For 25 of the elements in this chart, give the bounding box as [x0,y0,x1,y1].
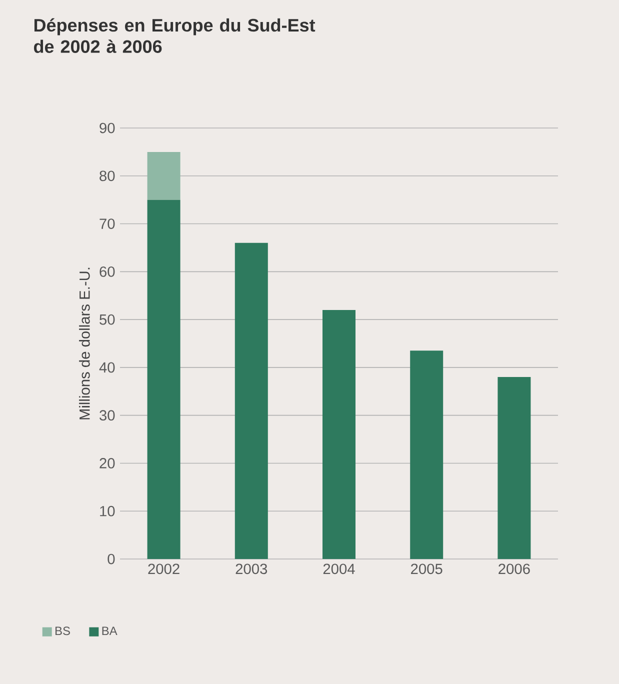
bar [322,310,356,559]
y-tick-label: 80 [100,170,115,182]
y-tick-label: 0 [108,554,115,564]
x-tick-label: 2005 [411,564,442,574]
y-tick-label: 50 [100,314,115,325]
legend-label: BS [55,626,70,636]
y-tick-label: 30 [100,410,115,421]
x-tick-label: 2003 [236,564,268,574]
bar [410,350,444,559]
y-tick-label: 40 [99,362,115,373]
y-axis-title: Millions de dollars E.-U. [79,268,90,420]
bar [234,242,268,559]
x-tick-label: 2002 [148,564,180,574]
y-tick-label: 90 [100,122,115,134]
bar [147,200,180,559]
chart-title: Dépenses en Europe du Sud-Est de 2002 à 2006 [34,18,316,53]
legend-label: BA [102,626,118,635]
bar [498,377,531,559]
y-tick-label: 10 [100,506,115,516]
bar [147,152,180,200]
y-tick-label: 70 [100,218,115,229]
x-tick-label: 2006 [498,564,530,574]
y-tick-label: 60 [100,266,115,277]
y-tick-label: 20 [100,458,115,468]
x-tick-label: 2004 [323,564,355,574]
